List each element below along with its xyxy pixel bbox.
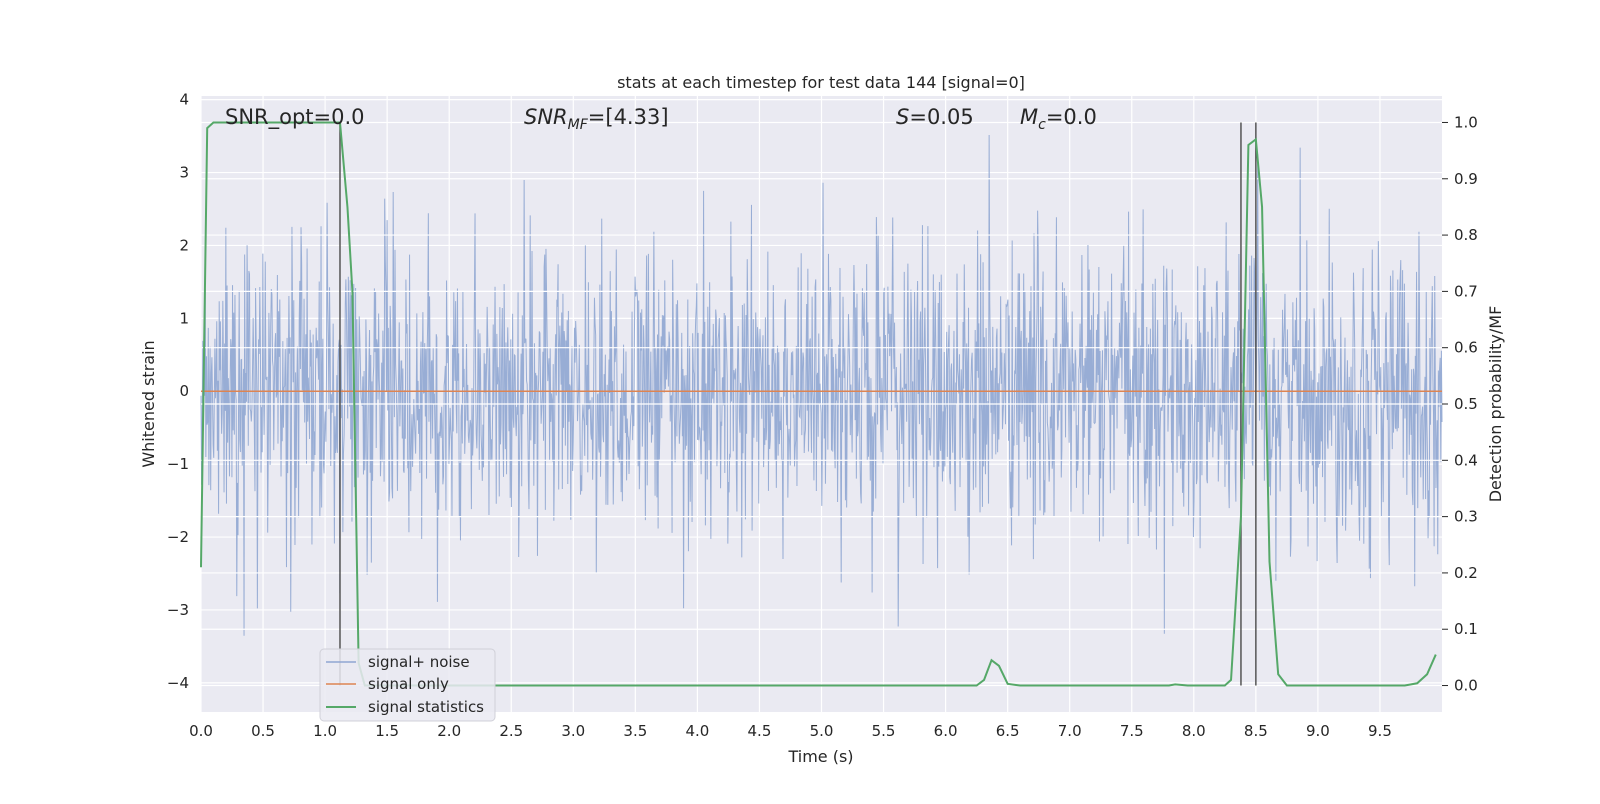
- y2-tick-label: 0.7: [1454, 282, 1478, 300]
- y2-tick-label: 0.9: [1454, 170, 1478, 188]
- y-tick-label: −4: [167, 674, 189, 692]
- x-tick-label: 7.0: [1058, 722, 1082, 740]
- x-tick-label: 1.0: [313, 722, 337, 740]
- series-line-noise: [200, 134, 1443, 636]
- annotation-mc-sub: c: [1038, 117, 1046, 133]
- tick-layer: 0.0 0.5 1.0 1.5 2.0 2.5 3.0 3.5 4.0 4.5 5.0 5.5 6.0 6…: [167, 91, 1478, 740]
- y2-grid-layer: [201, 121, 1442, 687]
- y-tick-label: 3: [179, 164, 189, 182]
- annotation-s-value: =0.05: [909, 105, 973, 129]
- vline-layer: [339, 122, 1257, 686]
- x-tick-label: 3.5: [623, 722, 647, 740]
- annotation-mc: Mc=0.0: [1020, 105, 1097, 133]
- x-tick-label: 2.5: [499, 722, 523, 740]
- y2-tick-label: 1.0: [1454, 113, 1478, 131]
- noise-layer: [200, 134, 1443, 636]
- annotation-mc-value: =0.0: [1046, 105, 1097, 129]
- y-tick-label: 2: [179, 236, 189, 254]
- y2-axis-label: Detection probability/MF: [1486, 306, 1505, 503]
- x-tick-label: 4.0: [685, 722, 709, 740]
- x-tick-label: 7.5: [1120, 722, 1144, 740]
- y-tick-label: −2: [167, 528, 189, 546]
- annotation-snr-opt: SNR_opt=0.0: [225, 105, 365, 130]
- chart-title: stats at each timestep for test data 144…: [617, 73, 1025, 92]
- x-tick-label: 6.0: [934, 722, 958, 740]
- y2-tick-label: 0.2: [1454, 564, 1478, 582]
- y2-tick-label: 0.6: [1454, 339, 1478, 357]
- y2-tick-label: 0.1: [1454, 620, 1478, 638]
- x-tick-label: 5.0: [810, 722, 834, 740]
- x-tick-label: 8.5: [1244, 722, 1268, 740]
- y-axis-label: Whitened strain: [139, 340, 158, 467]
- y-tick-label: 4: [179, 91, 189, 109]
- x-tick-label: 2.0: [437, 722, 461, 740]
- x-tick-label: 3.0: [561, 722, 585, 740]
- stat-layer: [200, 121, 1437, 687]
- x-tick-label: 0.5: [251, 722, 275, 740]
- y2-tick-label: 0.3: [1454, 508, 1478, 526]
- x-tick-label: 0.0: [189, 722, 213, 740]
- annotation-s: S=0.05: [896, 105, 974, 129]
- legend: signal+ noise signal only signal statist…: [319, 648, 496, 722]
- x-tick-label: 9.0: [1306, 722, 1330, 740]
- y2-tick-label: 0.4: [1454, 451, 1478, 469]
- y-tick-label: 1: [179, 309, 189, 327]
- annotation-snr-mf-label: SNR: [524, 105, 568, 129]
- x-tick-label: 1.5: [375, 722, 399, 740]
- y-tick-label: −3: [167, 601, 189, 619]
- legend-label-signal: signal only: [368, 675, 449, 693]
- x-tick-label: 5.5: [872, 722, 896, 740]
- series-line-statistics: [200, 121, 1437, 687]
- y-tick-label: 0: [179, 382, 189, 400]
- x-tick-label: 8.0: [1182, 722, 1206, 740]
- y2-tick-label: 0.0: [1454, 677, 1478, 695]
- y2-tick-label: 0.8: [1454, 226, 1478, 244]
- x-tick-label: 4.5: [748, 722, 772, 740]
- x-tick-label: 6.5: [996, 722, 1020, 740]
- annotation-snr-mf-sub: MF: [568, 117, 589, 133]
- x-axis-label: Time (s): [787, 747, 853, 766]
- x-tick-label: 9.5: [1368, 722, 1392, 740]
- legend-label-stats: signal statistics: [368, 698, 484, 716]
- y2-tick-label: 0.5: [1454, 395, 1478, 413]
- legend-box: [319, 648, 496, 722]
- legend-label-noise: signal+ noise: [368, 653, 470, 671]
- annotation-mc-label: M: [1020, 105, 1038, 129]
- y-tick-label: −1: [167, 455, 189, 473]
- annotation-snr-mf: SNRMF=[4.33]: [524, 105, 669, 133]
- annotation-snr-mf-value: =[4.33]: [588, 105, 669, 129]
- annotation-s-label: S: [896, 105, 909, 129]
